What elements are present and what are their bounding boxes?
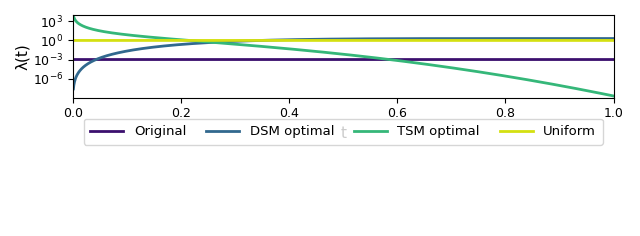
Uniform <box>514 39 522 42</box>
TSM optimal <box>70 14 77 17</box>
Uniform <box>472 39 480 42</box>
Uniform <box>394 39 401 42</box>
Original <box>610 58 618 61</box>
Line: DSM optimal: DSM optimal <box>74 38 614 89</box>
Original <box>70 58 77 61</box>
Uniform <box>276 39 284 42</box>
TSM optimal <box>394 59 401 62</box>
TSM optimal <box>610 95 618 97</box>
Original <box>421 58 429 61</box>
TSM optimal <box>276 46 284 49</box>
Uniform <box>610 39 618 42</box>
DSM optimal <box>610 37 618 40</box>
Original <box>276 58 284 61</box>
DSM optimal <box>168 44 175 47</box>
TSM optimal <box>421 63 429 65</box>
Original <box>514 58 522 61</box>
Original <box>168 58 175 61</box>
Original <box>394 58 401 61</box>
DSM optimal <box>421 37 429 40</box>
DSM optimal <box>514 37 522 40</box>
Uniform <box>421 39 429 42</box>
TSM optimal <box>168 38 175 40</box>
DSM optimal <box>276 38 284 41</box>
Legend: Original, DSM optimal, TSM optimal, Uniform: Original, DSM optimal, TSM optimal, Unif… <box>84 119 603 145</box>
DSM optimal <box>70 88 77 90</box>
Uniform <box>168 39 175 42</box>
TSM optimal <box>472 70 480 73</box>
Y-axis label: λ(t): λ(t) <box>15 43 30 70</box>
Uniform <box>70 39 77 42</box>
Line: TSM optimal: TSM optimal <box>74 15 614 96</box>
TSM optimal <box>514 77 522 80</box>
DSM optimal <box>472 37 480 40</box>
DSM optimal <box>394 37 401 40</box>
Original <box>472 58 480 61</box>
X-axis label: t: t <box>340 126 346 141</box>
